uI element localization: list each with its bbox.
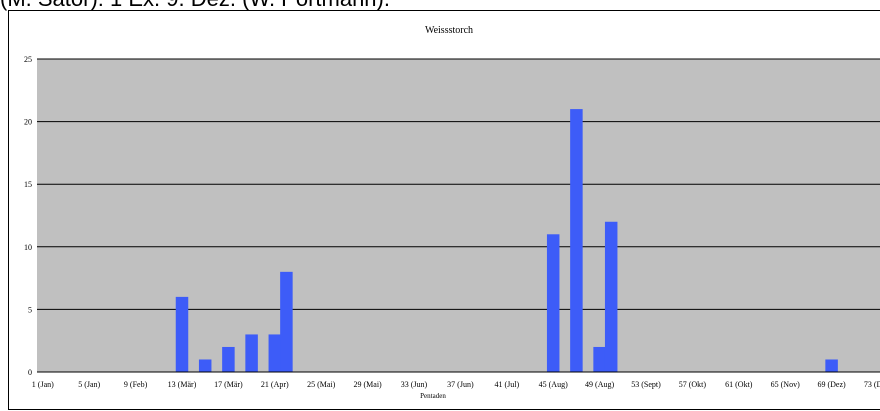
y-tick-label: 20 bbox=[24, 118, 32, 127]
x-tick-label: 25 (Mai) bbox=[307, 380, 336, 389]
bar-pentade-15 bbox=[198, 359, 212, 372]
x-tick-label: 13 (Mär) bbox=[168, 380, 197, 389]
bar-pentade-19 bbox=[245, 334, 258, 372]
y-tick-label: 5 bbox=[28, 305, 32, 314]
x-axis-ticks: 1 (Jan) 5 (Jan) 9 (Feb) 13 (Mär) 17 (Mär) 21 … bbox=[32, 380, 880, 389]
x-axis-title: Pentaden bbox=[420, 392, 446, 400]
x-tick-label: 49 (Aug) bbox=[585, 380, 614, 389]
x-tick-label: 65 (Nov) bbox=[771, 380, 800, 389]
x-tick-label: 53 (Sept) bbox=[631, 380, 661, 389]
x-tick-label: 37 (Jun) bbox=[447, 380, 474, 389]
x-tick-label: 21 (Apr) bbox=[261, 380, 289, 389]
page-header-snippet: (M. Sator): 1 Ex. 9. Dez. (W. Portmann). bbox=[0, 0, 390, 12]
bar-pentade-17 bbox=[222, 346, 235, 372]
x-tick-label: 17 (Mär) bbox=[214, 380, 243, 389]
x-tick-label: 1 (Jan) bbox=[32, 380, 54, 389]
chart-title: Weissstorch bbox=[425, 25, 473, 36]
x-tick-label: 41 (Jul) bbox=[494, 380, 519, 389]
y-axis-ticks: 0 5 10 15 20 25 bbox=[24, 55, 32, 377]
bar-pentade-13 bbox=[175, 296, 189, 372]
x-tick-label: 45 (Aug) bbox=[539, 380, 568, 389]
y-tick-label: 25 bbox=[24, 55, 32, 64]
bar-pentade-49 bbox=[593, 346, 606, 372]
x-tick-label: 9 (Feb) bbox=[124, 380, 148, 389]
plot-area bbox=[37, 59, 880, 372]
bar-pentade-21 bbox=[268, 334, 282, 372]
bars bbox=[175, 109, 838, 372]
bar-pentade-69 bbox=[825, 359, 838, 372]
x-tick-label: 29 (Mai) bbox=[353, 380, 382, 389]
x-tick-label: 5 (Jan) bbox=[78, 380, 100, 389]
x-tick-label: 73 (Dez) bbox=[864, 380, 880, 389]
x-tick-label: 57 (Okt) bbox=[679, 380, 707, 389]
bar-pentade-50 bbox=[604, 221, 618, 372]
y-tick-label: 0 bbox=[28, 368, 32, 377]
bar-chart: 0 5 10 15 20 25 1 (Jan) 5 (Jan) 9 (Feb) 13 (Mär)… bbox=[24, 25, 880, 400]
bar-pentade-22 bbox=[280, 271, 293, 372]
y-tick-label: 10 bbox=[24, 243, 32, 252]
x-tick-label: 61 (Okt) bbox=[725, 380, 753, 389]
y-tick-label: 15 bbox=[24, 180, 32, 189]
x-tick-label: 33 (Jun) bbox=[401, 380, 428, 389]
grid-lines bbox=[37, 58, 880, 310]
chart-frame: 0 5 10 15 20 25 1 (Jan) 5 (Jan) 9 (Feb) 13 (Mär)… bbox=[8, 10, 880, 410]
bar-pentade-47 bbox=[570, 109, 583, 372]
bar-pentade-45 bbox=[546, 234, 560, 372]
x-tick-label: 69 (Dez) bbox=[817, 380, 846, 389]
